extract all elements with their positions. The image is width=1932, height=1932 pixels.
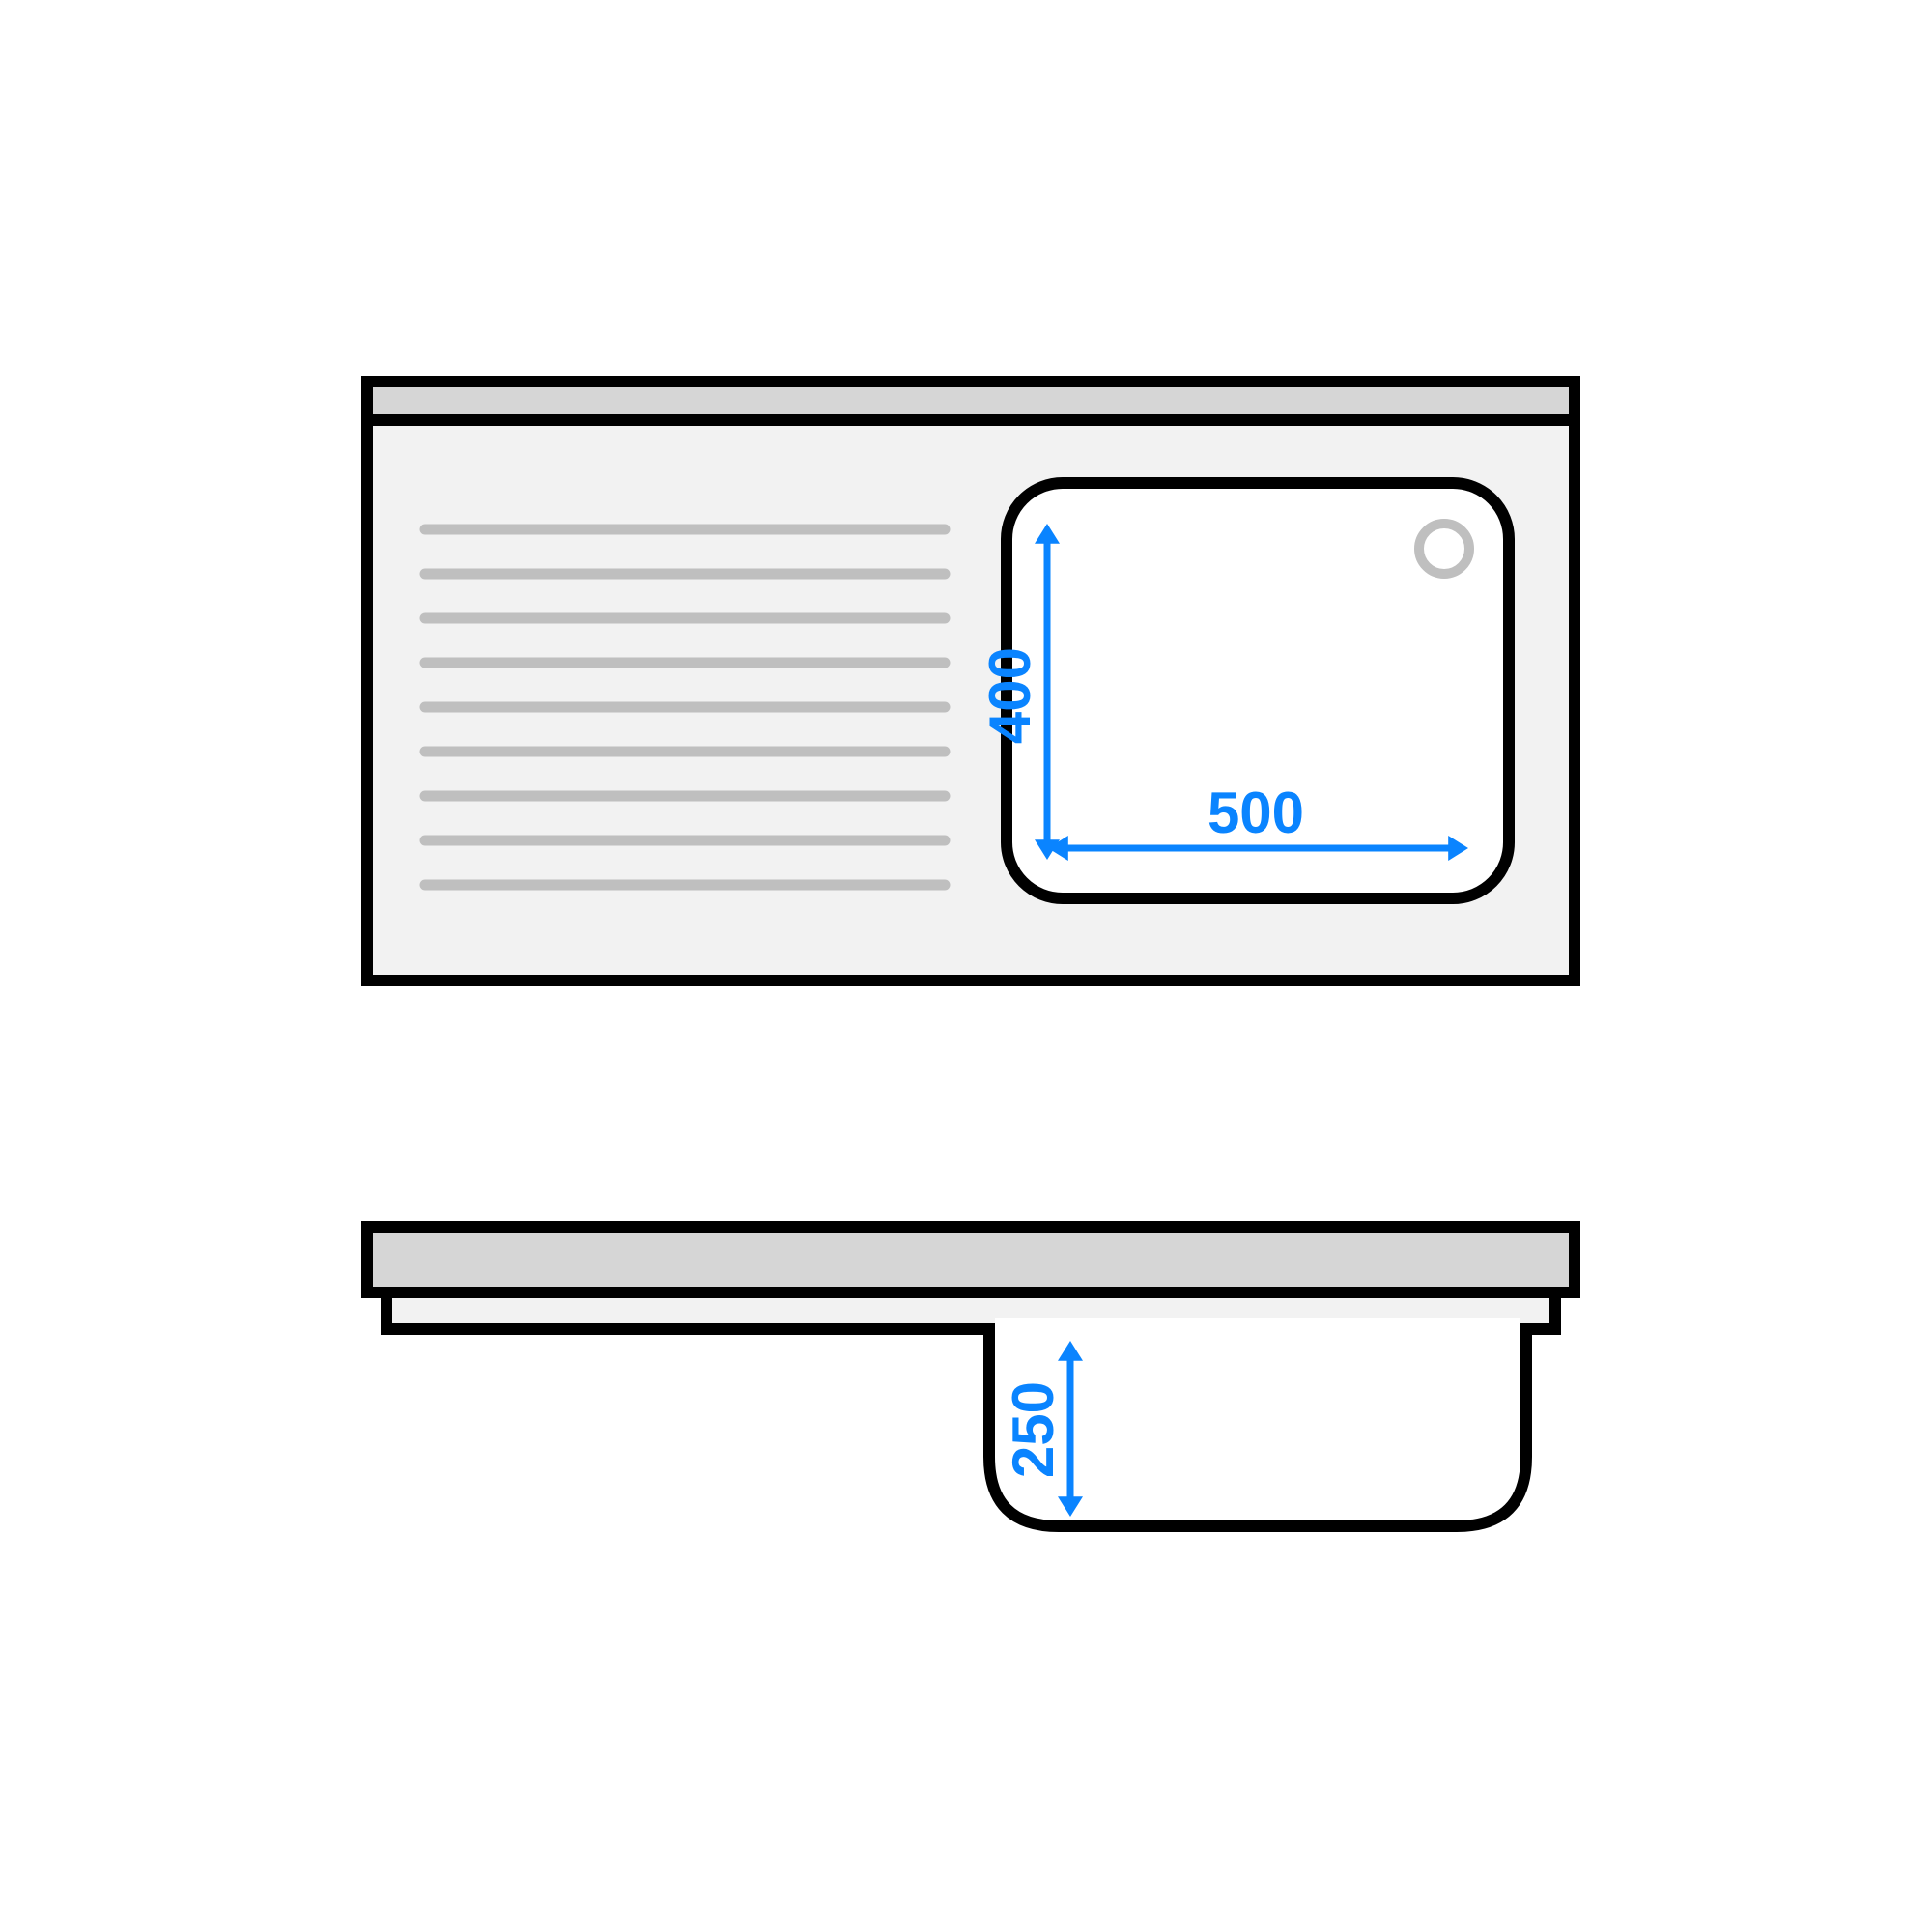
dimension-label-depth: 250: [1001, 1381, 1065, 1478]
dimension-label-height: 400: [978, 647, 1042, 744]
basin-open-top-mask: [995, 1318, 1520, 1331]
worktop-slab-side: [367, 1227, 1575, 1293]
worktop-back-lip: [367, 382, 1575, 420]
dimension-label-width: 500: [1208, 781, 1304, 845]
